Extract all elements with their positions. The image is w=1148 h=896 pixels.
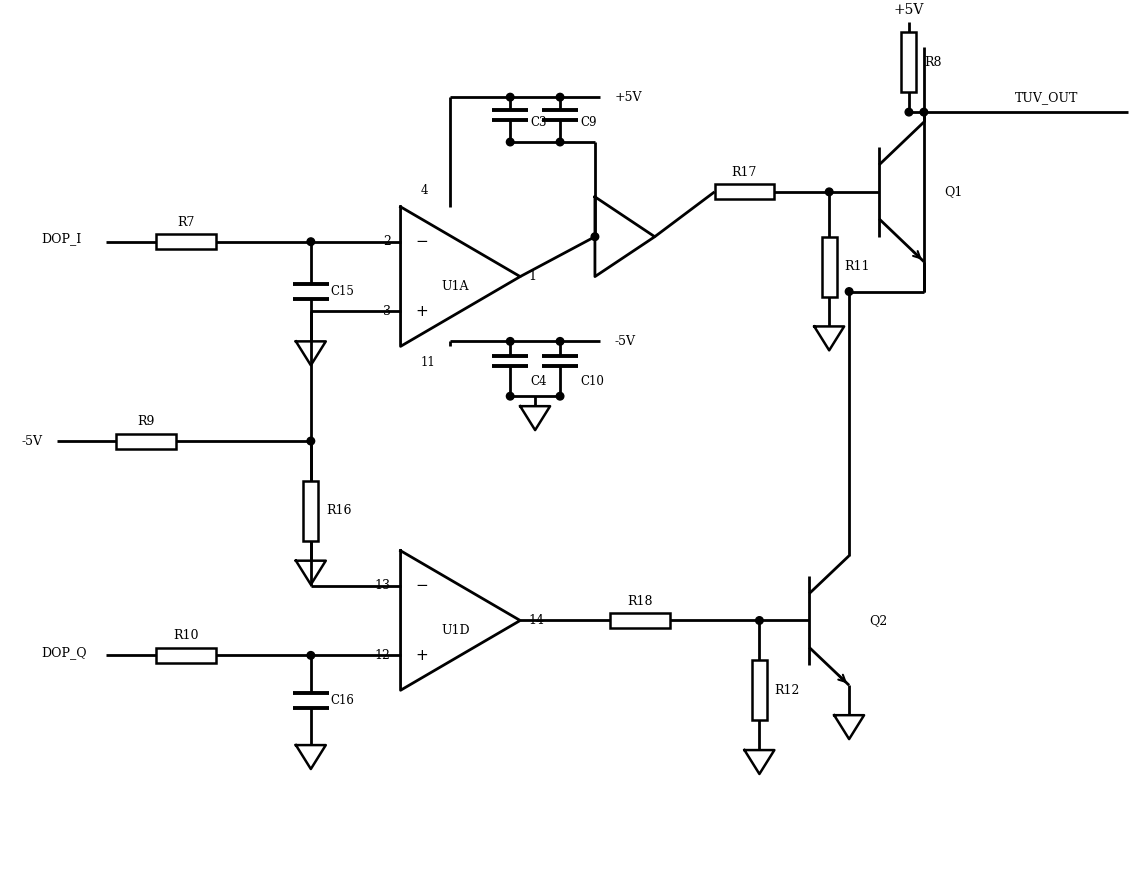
- Text: 2: 2: [382, 235, 390, 248]
- Circle shape: [557, 392, 564, 400]
- Circle shape: [755, 616, 763, 625]
- Text: Q1: Q1: [944, 185, 962, 198]
- Text: +5V: +5V: [894, 4, 924, 17]
- Circle shape: [905, 108, 913, 116]
- Circle shape: [825, 188, 833, 195]
- Circle shape: [557, 93, 564, 101]
- Text: R7: R7: [178, 216, 195, 228]
- Circle shape: [307, 238, 315, 246]
- Circle shape: [845, 288, 853, 296]
- Circle shape: [506, 93, 514, 101]
- Text: U1D: U1D: [441, 624, 470, 637]
- Text: C3: C3: [530, 116, 546, 128]
- Circle shape: [307, 651, 315, 659]
- Text: R12: R12: [775, 684, 800, 697]
- Text: +: +: [416, 304, 428, 319]
- Circle shape: [506, 338, 514, 345]
- Text: 14: 14: [528, 614, 544, 627]
- Text: C9: C9: [580, 116, 597, 128]
- Text: R10: R10: [173, 629, 199, 642]
- Text: 3: 3: [382, 305, 390, 318]
- Text: DOP_Q: DOP_Q: [41, 646, 87, 659]
- Bar: [714, 185, 775, 199]
- Bar: [303, 481, 318, 541]
- Text: 11: 11: [420, 357, 435, 369]
- Bar: [822, 237, 837, 297]
- Text: R17: R17: [731, 166, 758, 179]
- Circle shape: [920, 108, 928, 116]
- Text: C16: C16: [331, 694, 355, 707]
- Text: U1A: U1A: [442, 280, 470, 293]
- Text: C4: C4: [530, 375, 546, 388]
- Text: R9: R9: [138, 415, 155, 428]
- Text: 12: 12: [374, 649, 390, 662]
- Text: +5V: +5V: [615, 90, 643, 104]
- Text: −: −: [416, 578, 428, 593]
- Text: C10: C10: [580, 375, 604, 388]
- Circle shape: [307, 437, 315, 444]
- Text: 4: 4: [420, 184, 428, 197]
- Bar: [156, 234, 216, 249]
- Circle shape: [591, 233, 599, 240]
- Text: −: −: [416, 234, 428, 249]
- Bar: [156, 648, 216, 663]
- Text: +: +: [416, 648, 428, 663]
- Circle shape: [557, 338, 564, 345]
- Text: 1: 1: [528, 270, 536, 283]
- Circle shape: [557, 138, 564, 146]
- Text: Q2: Q2: [869, 614, 887, 627]
- Text: -5V: -5V: [615, 335, 636, 348]
- Text: -5V: -5V: [22, 435, 42, 448]
- Text: DOP_I: DOP_I: [41, 232, 82, 246]
- Bar: [116, 434, 177, 449]
- Circle shape: [506, 138, 514, 146]
- Bar: [610, 613, 669, 628]
- Text: C15: C15: [331, 285, 355, 298]
- Text: R11: R11: [844, 260, 870, 273]
- Bar: [901, 32, 916, 92]
- Circle shape: [506, 392, 514, 400]
- Text: R8: R8: [924, 56, 941, 69]
- Text: TUV_OUT: TUV_OUT: [1015, 90, 1078, 104]
- Text: R16: R16: [326, 504, 351, 517]
- Text: R18: R18: [627, 595, 652, 607]
- Text: 13: 13: [374, 579, 390, 592]
- Bar: [752, 660, 767, 720]
